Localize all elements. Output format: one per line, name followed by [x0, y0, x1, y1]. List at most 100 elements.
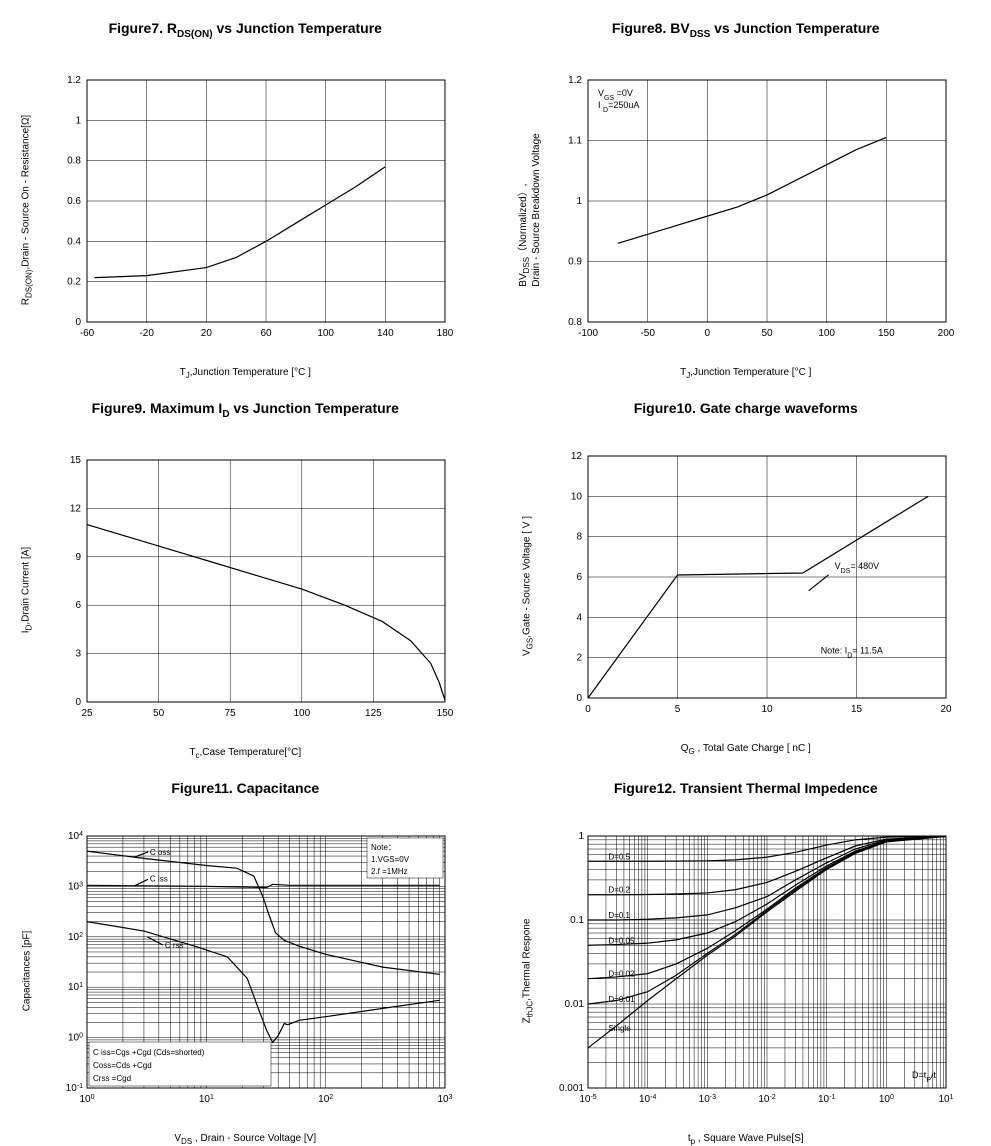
svg-text:10-1: 10-1	[66, 1082, 83, 1094]
figure-11-svg: 10010110210310-1100101102103104Note：1.VG…	[35, 826, 455, 1116]
svg-text:101: 101	[199, 1093, 214, 1105]
svg-text:D=0.5: D=0.5	[608, 852, 630, 861]
svg-text:Coss=Cds +Cgd: Coss=Cds +Cgd	[93, 1061, 152, 1070]
figure-10-svg: 05101520024681012VDS= 480VNote: ID= 11.5…	[536, 446, 956, 726]
svg-text:10-3: 10-3	[698, 1093, 715, 1105]
svg-text:0.2: 0.2	[67, 276, 81, 287]
svg-text:D=0.05: D=0.05	[608, 936, 635, 945]
svg-text:10-1: 10-1	[818, 1093, 835, 1105]
svg-text:0.4: 0.4	[67, 236, 81, 247]
svg-text:-50: -50	[640, 328, 655, 339]
svg-text:180: 180	[437, 328, 454, 339]
figure-9-chart: ID,Drain Current [A] 2550751001251500369…	[35, 450, 455, 730]
svg-text:102: 102	[68, 931, 83, 943]
figure-8-chart: BVDSS（Normalized）,Drain - Source Breakdo…	[536, 70, 956, 350]
svg-text:10: 10	[761, 704, 773, 715]
svg-text:100: 100	[294, 708, 311, 719]
svg-text:Note：: Note：	[371, 843, 396, 852]
svg-text:2.f =1MHz: 2.f =1MHz	[371, 867, 408, 876]
svg-text:15: 15	[851, 704, 863, 715]
svg-text:10-5: 10-5	[579, 1093, 596, 1105]
figure-8-ylabel: BVDSS（Normalized）,Drain - Source Breakdo…	[514, 133, 542, 286]
svg-text:100: 100	[68, 1032, 83, 1044]
figure-11: Figure11. Capacitance Capacitances [pF] …	[20, 780, 471, 1116]
svg-text:0.6: 0.6	[67, 196, 81, 207]
svg-text:9: 9	[76, 551, 82, 562]
svg-text:1: 1	[576, 196, 582, 207]
svg-text:0: 0	[576, 693, 582, 704]
figure-9-ylabel: ID,Drain Current [A]	[21, 546, 34, 632]
svg-text:10-4: 10-4	[639, 1093, 656, 1105]
figure-9-xlabel: Tc,Case Temperature[°C]	[189, 747, 301, 760]
svg-text:103: 103	[438, 1093, 453, 1105]
svg-text:75: 75	[225, 708, 237, 719]
figure-10-title: Figure10. Gate charge waveforms	[634, 400, 858, 416]
svg-text:-60: -60	[80, 328, 95, 339]
svg-text:50: 50	[153, 708, 165, 719]
figure-11-chart: Capacitances [pF] 10010110210310-1100101…	[35, 826, 455, 1116]
svg-text:4: 4	[576, 612, 582, 623]
figure-7-ylabel: RDS(ON),Drain - Source On - Resistance[Ω…	[21, 115, 34, 305]
figure-8-svg: -100-500501001502000.80.911.11.2VGS =0VI…	[536, 70, 956, 350]
figure-9-svg: 25507510012515003691215	[35, 450, 455, 730]
svg-text:C rss: C rss	[165, 941, 184, 950]
figure-10-chart: VGS,Gate - Source Voltage [ V ] 05101520…	[536, 446, 956, 726]
svg-text:Single: Single	[608, 1024, 631, 1033]
figure-9: Figure9. Maximum ID vs Junction Temperat…	[20, 400, 471, 730]
svg-text:101: 101	[938, 1093, 953, 1105]
svg-text:1: 1	[578, 831, 584, 842]
svg-text:100: 100	[80, 1093, 95, 1105]
svg-text:-20: -20	[140, 328, 155, 339]
svg-text:D=0.02: D=0.02	[608, 969, 635, 978]
svg-text:101: 101	[68, 981, 83, 993]
svg-text:10: 10	[571, 491, 583, 502]
svg-text:100: 100	[818, 328, 835, 339]
figure-7-title: Figure7. RDS(ON) vs Junction Temperature	[109, 20, 382, 40]
figure-8: Figure8. BVDSS vs Junction Temperature B…	[521, 20, 972, 350]
figure-12-svg: 10-510-410-310-210-11001010.0010.010.11D…	[536, 826, 956, 1116]
figure-12-title: Figure12. Transient Thermal Impedence	[614, 780, 878, 796]
svg-text:8: 8	[576, 531, 582, 542]
svg-text:50: 50	[761, 328, 773, 339]
svg-text:140: 140	[377, 328, 394, 339]
svg-text:1.2: 1.2	[67, 75, 81, 86]
svg-text:100: 100	[879, 1093, 894, 1105]
figures-grid: Figure7. RDS(ON) vs Junction Temperature…	[20, 20, 971, 1116]
figure-7: Figure7. RDS(ON) vs Junction Temperature…	[20, 20, 471, 350]
svg-text:0.8: 0.8	[568, 317, 582, 328]
svg-text:0: 0	[76, 317, 82, 328]
svg-text:D=0.1: D=0.1	[608, 911, 630, 920]
svg-text:1.VGS=0V: 1.VGS=0V	[371, 855, 410, 864]
figure-11-xlabel: VDS , Drain - Source Voltage [V]	[174, 1133, 316, 1146]
svg-text:12: 12	[70, 503, 82, 514]
svg-text:C oss: C oss	[150, 848, 170, 857]
svg-text:60: 60	[261, 328, 273, 339]
svg-text:125: 125	[365, 708, 382, 719]
svg-text:Crss =Cgd: Crss =Cgd	[93, 1074, 131, 1083]
svg-text:0.8: 0.8	[67, 155, 81, 166]
figure-7-xlabel: TJ,Junction Temperature [°C ]	[180, 367, 311, 380]
svg-text:0: 0	[704, 328, 710, 339]
svg-text:103: 103	[68, 880, 83, 892]
svg-text:0: 0	[76, 697, 82, 708]
svg-text:12: 12	[571, 451, 583, 462]
svg-text:150: 150	[878, 328, 895, 339]
svg-text:-100: -100	[578, 328, 598, 339]
svg-text:200: 200	[937, 328, 954, 339]
svg-text:1: 1	[76, 115, 82, 126]
svg-text:3: 3	[76, 648, 82, 659]
svg-text:D=0.01: D=0.01	[608, 995, 635, 1004]
svg-text:0.9: 0.9	[568, 256, 582, 267]
svg-text:2: 2	[576, 652, 582, 663]
svg-text:VDS= 480V: VDS= 480V	[834, 561, 879, 575]
svg-text:C iss: C iss	[150, 874, 168, 883]
figure-12-ylabel: ZthJC,Thermal Respone	[521, 918, 534, 1023]
svg-text:C iss=Cgs +Cgd (Cds=shorted): C iss=Cgs +Cgd (Cds=shorted)	[93, 1048, 205, 1057]
svg-text:1.1: 1.1	[568, 135, 582, 146]
svg-text:Note: ID= 11.5A: Note: ID= 11.5A	[820, 645, 882, 659]
svg-text:104: 104	[68, 830, 83, 842]
svg-text:0.001: 0.001	[559, 1083, 584, 1094]
figure-8-xlabel: TJ,Junction Temperature [°C ]	[680, 367, 811, 380]
svg-text:25: 25	[82, 708, 94, 719]
svg-text:150: 150	[437, 708, 454, 719]
